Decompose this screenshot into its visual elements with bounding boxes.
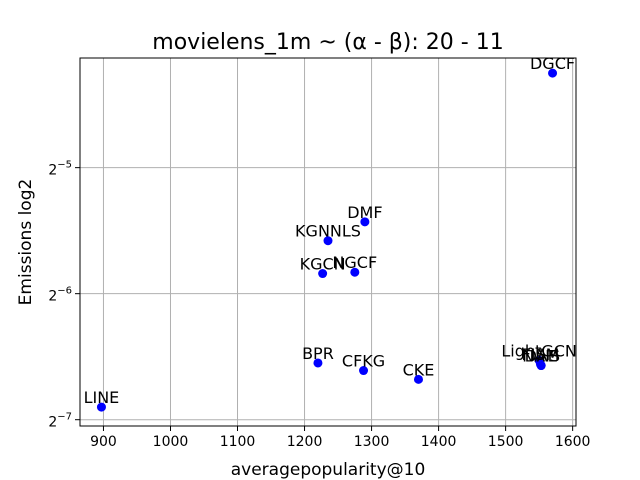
x-tick-label: 1200 — [287, 434, 323, 450]
y-tick-base: 2 — [48, 163, 57, 179]
chart-title: movielens_1m ~ (α - β): 20 - 11 — [152, 30, 503, 55]
point-dgcf — [548, 68, 558, 78]
grid-layer — [80, 58, 576, 426]
point-kgcn — [318, 269, 328, 279]
x-tick-label: 900 — [90, 434, 117, 450]
x-axis-label: averagepopularity@10 — [231, 460, 426, 480]
y-tick-label: 2−7 — [48, 412, 72, 431]
point-label-bpr: BPR — [302, 344, 334, 363]
point-ngcf — [350, 267, 360, 277]
x-tick-label: 1500 — [488, 434, 524, 450]
y-tick-exponent: −7 — [57, 412, 72, 423]
point-label-dmf: DMF — [347, 203, 382, 222]
y-axis-label: Emissions log2 — [16, 179, 36, 306]
point-bpr — [313, 358, 323, 368]
x-tick-label: 1100 — [220, 434, 256, 450]
x-tick-label: 1400 — [421, 434, 457, 450]
y-tick-label: 2−5 — [48, 160, 72, 179]
point-label-fism: FISM — [522, 345, 560, 364]
point-label-nais: NAIS — [522, 347, 560, 366]
point-line — [96, 402, 106, 412]
point-layer — [96, 68, 558, 412]
point-dae — [536, 361, 546, 371]
y-tick-base: 2 — [48, 289, 57, 305]
point-label-cfkg: CFKG — [342, 352, 385, 371]
point-label-dgcf: DGCF — [530, 54, 575, 73]
x-tick-label: 1300 — [354, 434, 390, 450]
point-kgnnls — [323, 236, 333, 246]
point-label-kgnnls: KGNNLS — [295, 222, 361, 241]
point-label-lightgcn: LightGCN — [501, 341, 576, 360]
y-tick-base: 2 — [48, 415, 57, 431]
plot-frame — [79, 57, 577, 427]
y-tick-exponent: −6 — [57, 286, 72, 297]
x-tick-label: 1600 — [555, 434, 591, 450]
point-label-cke: CKE — [403, 360, 435, 379]
y-tick-label: 2−6 — [48, 286, 72, 305]
x-tick-label: 1000 — [153, 434, 189, 450]
point-label-ngcf: NGCF — [332, 253, 377, 272]
point-label-kgcn: KGCN — [300, 255, 346, 274]
point-cfkg — [359, 366, 369, 376]
point-cke — [413, 374, 423, 384]
y-tick-exponent: −5 — [57, 160, 72, 171]
point-dmf — [360, 217, 370, 227]
point-label-line: LINE — [84, 388, 120, 407]
point-label-dae: DAE — [525, 347, 558, 366]
